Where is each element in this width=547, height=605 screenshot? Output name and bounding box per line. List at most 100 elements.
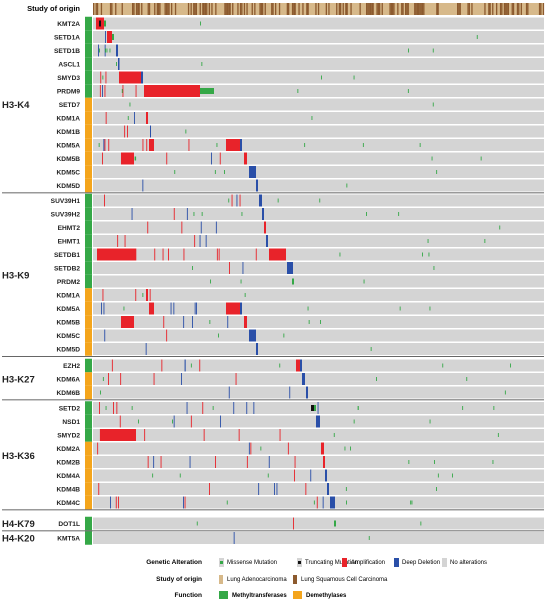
missense-mark	[432, 102, 434, 107]
study-sample-lusc	[132, 3, 134, 15]
study-sample-lusc	[340, 3, 342, 15]
gene-row-kdm5a: KDM5A	[57, 138, 544, 152]
gene-label: SETD2	[59, 406, 81, 413]
alteration-block	[330, 496, 335, 509]
study-sample-lusc	[518, 3, 520, 15]
function-cell	[85, 57, 92, 71]
alteration-mark	[127, 125, 128, 138]
alteration-mark	[240, 279, 242, 284]
study-sample-lusc	[379, 3, 381, 15]
study-sample-lusc	[420, 3, 422, 15]
gene-row-setd1a: SETD1A	[54, 30, 544, 44]
alteration-block	[116, 44, 118, 57]
function-cell	[85, 288, 92, 302]
study-sample-lusc	[164, 3, 166, 15]
missense-mark	[466, 377, 468, 381]
alteration-mark	[186, 208, 188, 220]
study-sample-lusc	[507, 3, 509, 15]
study-sample-lusc	[225, 3, 227, 15]
study-sample-lusc	[251, 3, 253, 15]
gene-label: ASCL1	[58, 62, 80, 69]
gene-label: SETDB2	[54, 266, 80, 273]
study-sample-lusc	[336, 3, 338, 15]
study-sample-lusc	[159, 3, 161, 15]
alteration-mark	[279, 429, 281, 441]
alteration-mark	[235, 373, 237, 385]
study-sample-lusc	[540, 3, 542, 15]
legend-study-of-origin-label: Study of origin	[156, 576, 202, 583]
study-sample-lusc	[195, 3, 197, 15]
alteration-mark	[229, 262, 230, 274]
missense-mark	[366, 212, 367, 216]
study-sample-lusc	[275, 3, 277, 15]
no-alteration-track	[93, 386, 544, 399]
study-sample-lusc	[392, 3, 394, 15]
alteration-mark	[317, 402, 319, 414]
alteration-mark	[146, 139, 148, 151]
study-sample-lusc	[203, 3, 205, 15]
gene-row-smyd3: SMYD3	[57, 70, 544, 85]
alteration-mark	[121, 89, 123, 93]
study-of-origin-label: Study of origin	[27, 4, 80, 13]
study-sample-lusc	[325, 3, 327, 15]
legend-missense-label: Missense Mutation	[227, 560, 277, 566]
alteration-mark	[104, 329, 106, 342]
no-alteration-track	[93, 456, 544, 468]
alteration-mark	[113, 402, 114, 414]
alteration-mark	[216, 143, 218, 147]
study-sample-lusc	[291, 3, 294, 15]
alteration-mark	[154, 248, 156, 261]
function-cell	[85, 482, 92, 496]
alteration-mark	[162, 248, 164, 261]
legend-swatch-lusc	[293, 575, 297, 584]
alteration-mark	[188, 139, 190, 151]
alteration-mark	[149, 289, 151, 301]
alteration-mark	[102, 75, 104, 80]
alteration-block	[314, 405, 316, 411]
alteration-mark	[294, 456, 296, 468]
alteration-block	[244, 152, 247, 165]
legend-genetic-alteration-label: Genetic Alteration	[146, 559, 202, 566]
alteration-block	[256, 343, 258, 355]
alteration-mark	[209, 320, 211, 324]
no-alteration-track	[93, 329, 544, 342]
no-alteration-track	[93, 248, 544, 261]
gene-rows: KMT2A SETD1A SETD1B ASCL1 SMYD3 PRDM9 SETD7 KDM…	[51, 16, 544, 545]
missense-mark	[362, 143, 364, 147]
no-alteration-track	[93, 221, 544, 234]
missense-mark	[431, 156, 433, 161]
gene-row-kdm5c: KDM5C	[57, 165, 544, 179]
missense-mark	[304, 143, 306, 147]
function-cell	[85, 342, 92, 356]
study-sample-lusc	[278, 3, 281, 15]
no-alteration-track	[93, 429, 544, 441]
function-cell	[85, 261, 92, 275]
gene-row-kdm5d: KDM5D	[57, 342, 544, 356]
no-alteration-track	[93, 44, 544, 57]
legend-no-alterations-label: No alterations	[450, 560, 487, 566]
alteration-mark	[253, 402, 255, 414]
alteration-block	[259, 194, 262, 207]
legend-swatch-truncating-mark	[298, 561, 301, 564]
study-sample-lusc	[109, 3, 112, 15]
alteration-mark	[147, 456, 149, 468]
study-sample-lusc	[307, 3, 309, 15]
study-sample-lusc	[511, 3, 513, 15]
alteration-mark	[218, 333, 219, 338]
alteration-block	[306, 386, 308, 399]
gene-row-kdm2a: KDM2A	[57, 441, 544, 456]
function-cell	[85, 165, 92, 179]
gene-row-ehmt2: EHMT2	[58, 220, 544, 235]
no-alteration-track	[93, 469, 544, 482]
missense-mark	[462, 406, 464, 410]
study-sample-lusc	[111, 3, 113, 15]
alteration-mark	[209, 483, 210, 495]
alteration-mark	[105, 48, 106, 53]
alteration-block	[269, 248, 286, 261]
gene-row-kdm5d: KDM5D	[57, 178, 544, 193]
study-sample-lusc	[397, 3, 399, 15]
missense-mark	[297, 89, 299, 93]
function-cell	[85, 358, 92, 373]
study-sample-lusc	[121, 3, 123, 15]
study-sample-lusc	[419, 3, 421, 15]
